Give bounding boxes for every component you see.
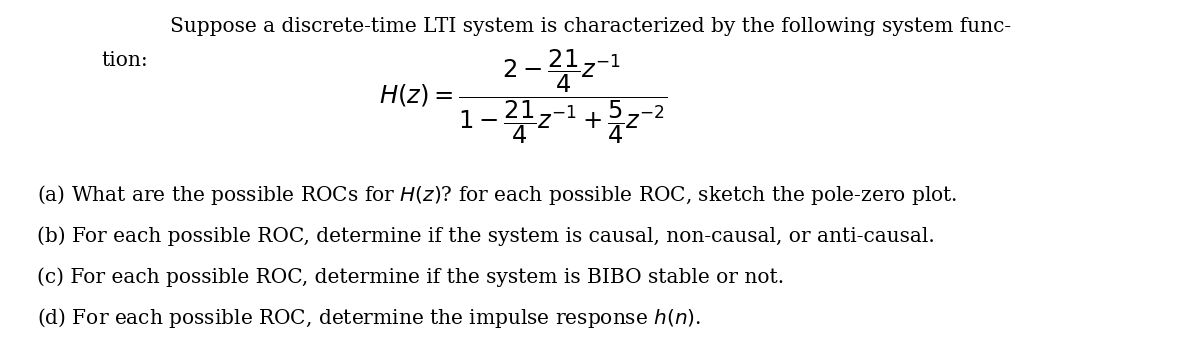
Text: (d) For each possible ROC, determine the impulse response $h(n)$.: (d) For each possible ROC, determine the… [37,306,701,330]
Text: (c) For each possible ROC, determine if the system is BIBO stable or not.: (c) For each possible ROC, determine if … [37,267,784,287]
Text: Suppose a discrete-time LTI system is characterized by the following system func: Suppose a discrete-time LTI system is ch… [170,17,1012,36]
Text: (a) What are the possible ROCs for $H(z)$? for each possible ROC, sketch the pol: (a) What are the possible ROCs for $H(z)… [37,183,956,207]
Text: tion:: tion: [102,51,149,70]
Text: $H(z) = \dfrac{2 - \dfrac{21}{4}z^{-1}}{1 - \dfrac{21}{4}z^{-1} + \dfrac{5}{4}z^: $H(z) = \dfrac{2 - \dfrac{21}{4}z^{-1}}{… [379,47,667,146]
Text: (b) For each possible ROC, determine if the system is causal, non-causal, or ant: (b) For each possible ROC, determine if … [37,226,935,246]
